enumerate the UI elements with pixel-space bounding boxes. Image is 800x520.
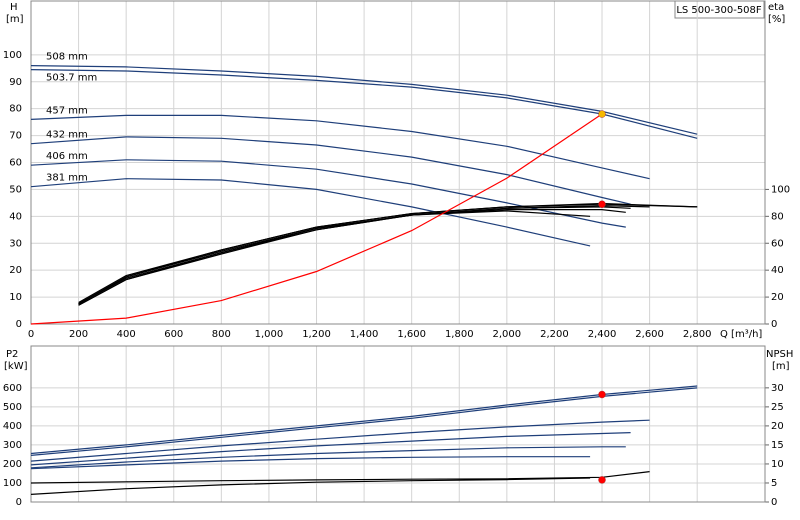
y2-tick-label: 40 — [771, 265, 784, 276]
curve-label: 406 mm — [46, 151, 88, 162]
y2-tick-label: 0 — [771, 319, 777, 330]
y2-tick-label: 0 — [771, 497, 777, 508]
y2-tick-label: 30 — [771, 383, 784, 394]
curve — [30, 432, 631, 466]
x-axis-label: Q [m³/h] — [720, 329, 762, 340]
curve — [78, 206, 631, 305]
y2-tick-label: 15 — [771, 440, 784, 451]
y-tick-label: 100 — [3, 478, 22, 489]
y-tick-label: 20 — [9, 265, 22, 276]
x-tick-label: 800 — [212, 329, 231, 340]
operating-point — [598, 390, 606, 399]
curve — [78, 210, 591, 306]
y-axis-label: H — [10, 2, 18, 13]
y-tick-label: 500 — [3, 402, 22, 413]
x-tick-label: 2,200 — [540, 329, 569, 340]
curve-label: 432 mm — [46, 130, 88, 141]
y2-tick-label: 80 — [771, 211, 784, 222]
x-tick-label: 600 — [164, 329, 183, 340]
x-tick-label: 200 — [69, 329, 88, 340]
y-tick-label: 60 — [9, 158, 22, 169]
curve — [30, 114, 650, 180]
y2-tick-label: 10 — [771, 459, 784, 470]
operating-point — [598, 476, 606, 484]
y2-tick-label: 25 — [771, 402, 784, 413]
plot-frame — [30, 0, 766, 325]
operating-point — [598, 200, 606, 208]
y-tick-label: 90 — [9, 77, 22, 88]
curve — [30, 159, 626, 228]
y2-axis-unit: [m] — [772, 361, 790, 372]
y-tick-label: 10 — [9, 292, 22, 303]
y2-tick-label: 20 — [771, 421, 784, 432]
curve-label: 503.7 mm — [46, 73, 97, 84]
curve — [30, 446, 626, 469]
x-tick-label: 1,800 — [445, 329, 474, 340]
x-tick-label: 2,000 — [493, 329, 522, 340]
x-tick-label: 1,600 — [397, 329, 426, 340]
x-tick-label: 1,000 — [255, 329, 284, 340]
x-tick-label: 0 — [28, 329, 34, 340]
y-tick-label: 100 — [3, 50, 22, 61]
curve — [30, 385, 698, 455]
y2-tick-label: 20 — [771, 292, 784, 303]
curve-label: 381 mm — [46, 173, 88, 184]
y-axis-unit: [kW] — [4, 361, 28, 372]
y-tick-label: 600 — [3, 383, 22, 394]
chart-title: LS 500-300-508F — [676, 5, 762, 16]
curve — [30, 477, 591, 495]
y-tick-label: 0 — [16, 497, 22, 508]
y-tick-label: 50 — [9, 184, 22, 195]
plot-frame — [30, 345, 766, 503]
y-tick-label: 80 — [9, 104, 22, 115]
operating-point — [598, 110, 606, 118]
y-tick-label: 200 — [3, 459, 22, 470]
curve — [30, 178, 591, 247]
curve-label: 508 mm — [46, 52, 88, 63]
y-axis-label: P2 — [6, 349, 18, 360]
y-tick-label: 400 — [3, 421, 22, 432]
x-tick-label: 2,600 — [635, 329, 664, 340]
curve — [30, 69, 698, 139]
y-axis-unit: [m] — [6, 14, 24, 25]
y-tick-label: 300 — [3, 440, 22, 451]
x-tick-label: 2,400 — [588, 329, 617, 340]
curve — [30, 113, 603, 325]
y-tick-label: 30 — [9, 238, 22, 249]
curve — [30, 387, 698, 456]
x-tick-label: 1,200 — [302, 329, 331, 340]
curve — [30, 456, 591, 470]
x-tick-label: 2,800 — [683, 329, 712, 340]
y2-tick-label: 5 — [771, 478, 777, 489]
y2-axis-label: NPSH — [766, 349, 793, 360]
x-tick-label: 400 — [117, 329, 136, 340]
curve — [30, 65, 698, 135]
y2-tick-label: 60 — [771, 238, 784, 249]
curve — [30, 136, 631, 205]
y-tick-label: 0 — [16, 319, 22, 330]
y2-tick-label: 100 — [771, 184, 790, 195]
y-tick-label: 40 — [9, 211, 22, 222]
x-tick-label: 1,400 — [350, 329, 379, 340]
y2-axis-unit: [%] — [768, 14, 785, 25]
curve — [30, 419, 650, 462]
curve-label: 457 mm — [46, 105, 88, 116]
y-tick-label: 70 — [9, 131, 22, 142]
y2-axis-label: eta — [768, 2, 784, 13]
